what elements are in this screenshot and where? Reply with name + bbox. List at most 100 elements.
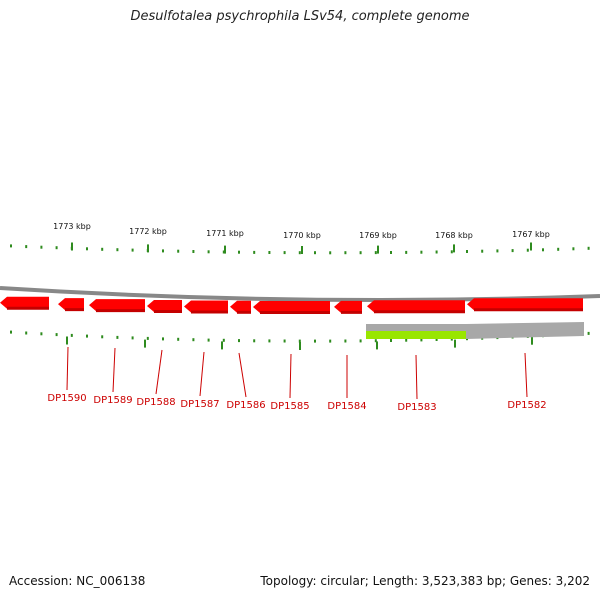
scale-tick [435,338,438,341]
scale-tick [587,246,590,250]
gene-label[interactable]: DP1588 [136,397,175,408]
scale-tick [587,331,590,335]
scale-tick [542,248,544,252]
gene-leader-line [524,352,528,398]
scale-tick [253,250,256,254]
scale-tick [450,250,453,254]
scale-tick [314,251,316,255]
scale-tick [420,250,423,254]
scale-tick [40,332,43,336]
scale-tick [329,339,332,343]
scale-tick [131,336,134,340]
scale-tick [329,251,332,255]
scale-tick [344,339,347,343]
scale-tick [374,251,377,255]
scale-major-tick [453,244,455,253]
gene-label[interactable]: DP1585 [270,401,309,412]
scale-tick [466,250,468,253]
scale-tick [359,339,362,343]
scale-label: 1768 kbp [435,231,473,240]
gene-arrow[interactable] [230,300,251,313]
gene-arrow[interactable] [367,300,465,313]
scale-tick [496,249,499,253]
scale-major-tick [66,336,68,345]
gene-label[interactable]: DP1583 [397,402,436,413]
scale-major-tick [454,339,456,348]
gene-label[interactable]: DP1587 [180,399,219,410]
gene-arrow[interactable] [184,300,228,313]
gene-leader-line [289,353,292,399]
scale-tick [253,339,256,343]
feature-block [366,331,466,339]
topology-text: Topology: circular; Length: 3,523,383 bp… [260,574,590,588]
scale-tick [177,249,180,253]
scale-tick [101,335,104,339]
scale-tick [222,338,225,342]
scale-tick [557,247,560,251]
scale-tick [344,251,347,255]
gene-label[interactable]: DP1590 [47,393,86,404]
gene-arrow-shadow [474,308,583,312]
scale-major-tick [71,242,73,251]
scale-tick [481,249,484,253]
scale-major-tick [144,339,146,348]
scale-major-tick [221,341,223,350]
gene-arrow[interactable] [147,299,182,312]
scale-tick [283,251,286,255]
gene-arrow-shadow [191,310,228,314]
gene-label[interactable]: DP1582 [507,400,546,411]
scale-tick [55,333,58,337]
feature-block [366,324,466,332]
scale-tick [86,247,88,251]
scale-major-tick [224,245,226,254]
scale-tick [70,333,73,337]
scale-tick [526,248,529,252]
gene-leader-line [415,354,418,400]
scale-tick [268,339,271,343]
gene-arrow-shadow [154,309,182,313]
scale-major-tick [299,342,301,350]
scale-tick [238,339,240,343]
map-title: Desulfotalea psychrophila LSv54, complet… [130,9,470,24]
gene-leader-line [238,352,247,398]
scale-tick [450,337,453,341]
scale-tick [131,248,134,252]
scale-major-tick [531,336,533,345]
scale-tick [207,338,210,342]
gene-arrow[interactable] [89,299,145,312]
gene-arrow[interactable] [334,300,362,313]
scale-label: 1771 kbp [206,229,244,238]
gene-label[interactable]: DP1584 [327,401,366,412]
scale-tick [435,250,438,254]
scale-tick [207,250,210,254]
scale-tick [25,245,28,249]
gene-arrow[interactable] [0,296,49,309]
scale-tick [511,249,514,253]
gene-arrow-shadow [237,310,251,314]
gene-arrow[interactable] [58,298,84,311]
gene-arrow[interactable] [253,300,330,313]
scale-tick [177,337,180,341]
scale-tick [238,250,240,254]
gene-label[interactable]: DP1586 [226,400,265,411]
scale-tick [298,339,301,343]
feature-block [466,322,584,339]
scale-major-tick [376,341,378,350]
scale-major-tick [377,245,379,254]
feature-track [366,322,584,339]
gene-label[interactable]: DP1589 [93,395,132,406]
scale-tick [268,251,271,254]
gene-arrow-shadow [7,306,49,310]
gene-leader-line [199,351,205,397]
scale-tick [162,249,164,253]
scale-label: 1769 kbp [359,231,397,240]
scale-tick [298,251,301,255]
gene-arrow-shadow [96,309,145,313]
scale-tick [55,246,58,250]
scale-tick [283,339,286,343]
scale-major-tick [147,244,149,253]
gene-arrow[interactable] [467,298,583,311]
accession-text: Accession: NC_006138 [9,574,146,588]
gene-arrow-shadow [65,308,84,312]
